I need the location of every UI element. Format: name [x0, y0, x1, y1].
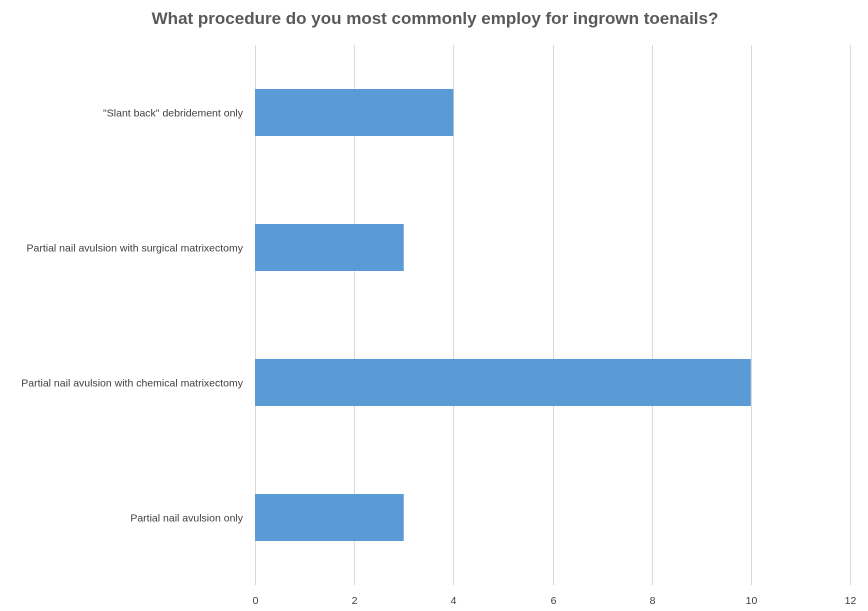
- bar: [255, 359, 751, 406]
- bar: [255, 224, 404, 271]
- category-label: "Slant back" debridement only: [103, 108, 244, 120]
- chart-title: What procedure do you most commonly empl…: [152, 9, 719, 28]
- x-tick-label: 0: [253, 595, 259, 607]
- x-tick-label: 6: [551, 595, 557, 607]
- category-label: Partial nail avulsion only: [130, 513, 243, 525]
- category-label: Partial nail avulsion with surgical matr…: [27, 243, 244, 255]
- bar: [255, 494, 404, 541]
- x-tick-label: 8: [650, 595, 656, 607]
- bar: [255, 89, 454, 136]
- x-tick-label: 2: [352, 595, 358, 607]
- x-tick-label: 4: [451, 595, 457, 607]
- x-tick-label: 10: [746, 595, 758, 607]
- category-label: Partial nail avulsion with chemical matr…: [21, 378, 243, 390]
- x-tick-label: 12: [845, 595, 857, 607]
